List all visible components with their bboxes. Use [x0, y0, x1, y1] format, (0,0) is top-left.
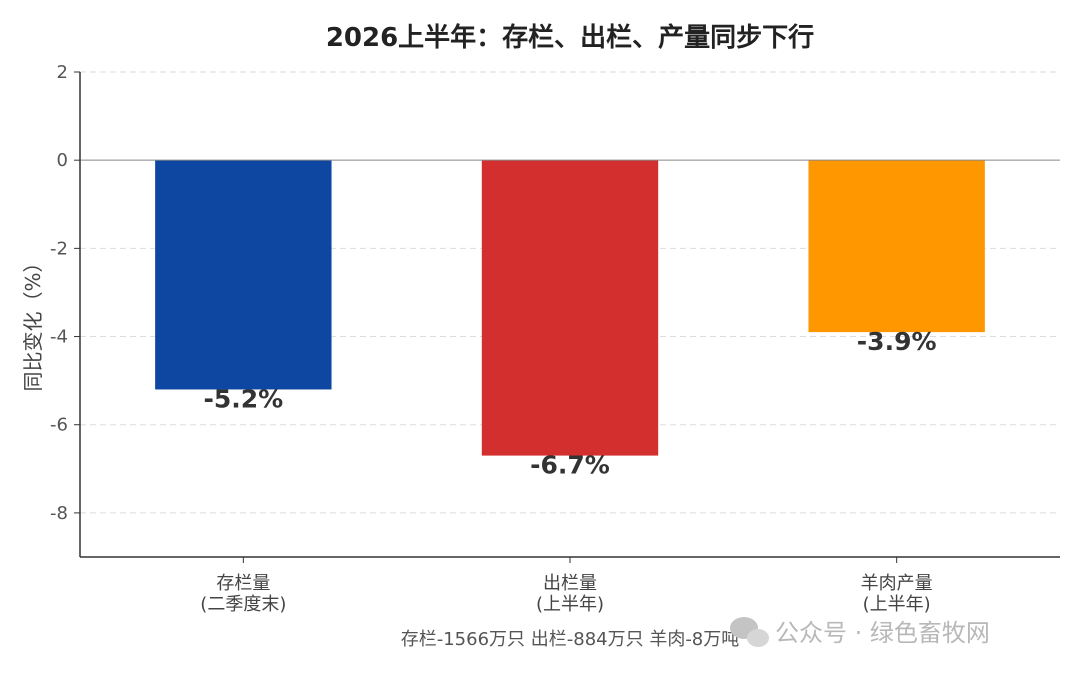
bar	[155, 160, 332, 390]
x-category-label: 出栏量	[543, 573, 597, 594]
y-tick-label: -6	[50, 415, 68, 436]
y-tick-label: -8	[50, 503, 68, 524]
watermark: 公众号 · 绿色畜牧网	[730, 617, 990, 647]
data-label: -6.7%	[530, 451, 610, 480]
y-ticks: 2 0 -2 -4 -6 -8	[50, 62, 80, 524]
x-category-label: (二季度末)	[200, 594, 286, 615]
bar	[808, 160, 985, 333]
y-tick-label: -2	[50, 238, 68, 259]
chart-title: 2026上半年：存栏、出栏、产量同步下行	[326, 22, 814, 53]
bars	[155, 160, 985, 456]
x-category-label: (上半年)	[863, 594, 931, 615]
watermark-text: 公众号 · 绿色畜牧网	[775, 619, 990, 647]
x-category-label: (上半年)	[536, 594, 604, 615]
y-tick-label: 2	[57, 62, 68, 83]
bar	[481, 160, 659, 456]
data-labels: -5.2% -6.7% -3.9%	[203, 327, 936, 479]
footnote: 存栏-1566万只 出栏-884万只 羊肉-8万吨	[401, 629, 740, 650]
y-tick-label: 0	[57, 150, 68, 171]
data-label: -3.9%	[857, 327, 937, 356]
x-categories: 存栏量(二季度末)出栏量(上半年)羊肉产量(上半年)	[200, 557, 933, 615]
wechat-icon	[730, 617, 769, 647]
x-category-label: 存栏量	[216, 573, 270, 594]
x-category-label: 羊肉产量	[861, 573, 933, 594]
y-axis-label: 同比变化（%）	[21, 252, 45, 391]
y-tick-label: -4	[50, 327, 68, 348]
data-label: -5.2%	[203, 384, 283, 413]
